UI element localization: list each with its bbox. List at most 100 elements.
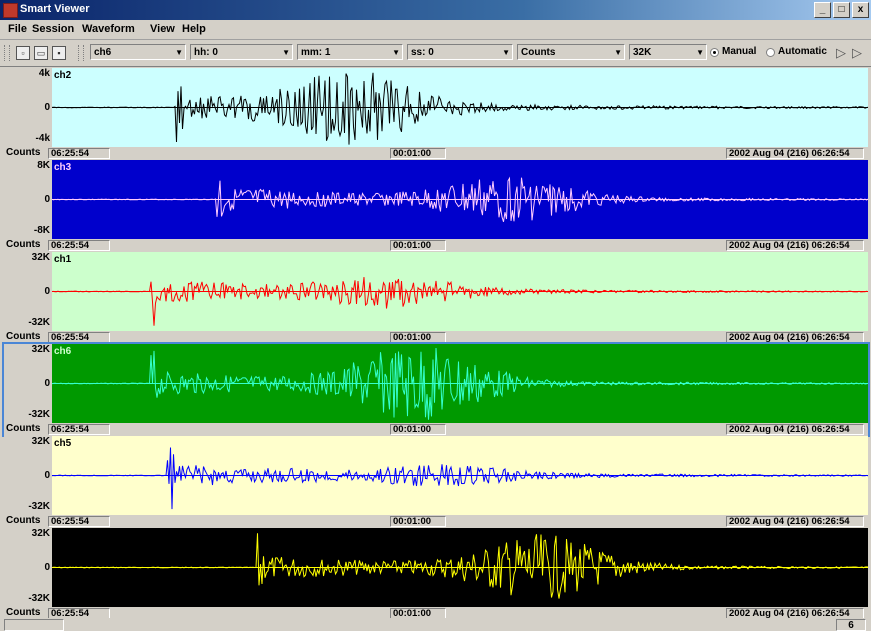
waveform-plot[interactable]: ch3 bbox=[52, 160, 868, 239]
y-zero-label: 0 bbox=[44, 286, 50, 297]
close-button[interactable]: x bbox=[852, 2, 869, 18]
waveform-plot[interactable]: ch5 bbox=[52, 436, 868, 515]
y-max-label: 4k bbox=[38, 68, 50, 79]
y-min-label: -4k bbox=[35, 133, 50, 144]
end-time: 2002 Aug 04 (216) 06:26:54 bbox=[726, 240, 864, 251]
y-min-label: -32K bbox=[28, 501, 50, 512]
waveform-panel[interactable]: 32K 0 -32K Counts 06:25:54 00:01:00 2002 Aug 0… bbox=[4, 528, 868, 620]
minimize-button[interactable]: _ bbox=[814, 2, 831, 18]
waveform-svg bbox=[52, 72, 868, 145]
waveform-trace bbox=[52, 533, 868, 599]
end-time: 2002 Aug 04 (216) 06:26:54 bbox=[726, 332, 864, 343]
start-time: 06:25:54 bbox=[48, 516, 110, 527]
ss-select[interactable]: ss: 0 ▼ bbox=[407, 44, 513, 60]
manual-radio[interactable] bbox=[710, 48, 719, 57]
units-label: Counts bbox=[6, 423, 41, 434]
toolbar-grip[interactable] bbox=[78, 45, 84, 61]
waveform-panel[interactable]: 8K 0 -8K ch3 Counts 06:25:54 00:01:00 2002 Aug … bbox=[4, 160, 868, 252]
scale-select[interactable]: 32K ▼ bbox=[629, 44, 707, 60]
forward-icon[interactable]: ▷ bbox=[852, 45, 862, 60]
channel-select-value: ch6 bbox=[94, 47, 112, 58]
start-time: 06:25:54 bbox=[48, 240, 110, 251]
chevron-down-icon: ▼ bbox=[175, 48, 183, 57]
time-footer: Counts 06:25:54 00:01:00 2002 Aug 04 (216) … bbox=[4, 331, 868, 344]
chevron-down-icon: ▼ bbox=[614, 48, 622, 57]
status-field bbox=[4, 619, 64, 631]
waveform-trace bbox=[52, 347, 868, 420]
chevron-down-icon: ▼ bbox=[282, 48, 290, 57]
toolbar-grip[interactable] bbox=[4, 45, 10, 61]
y-zero-label: 0 bbox=[44, 378, 50, 389]
units-label: Counts bbox=[6, 239, 41, 250]
automatic-label: Automatic bbox=[778, 46, 827, 57]
waveform-panel[interactable]: 32K 0 -32K ch5 Counts 06:25:54 00:01:00 2002 Au… bbox=[4, 436, 868, 528]
waveform-plot[interactable] bbox=[52, 528, 868, 607]
waveform-plot[interactable]: ch2 bbox=[52, 68, 868, 147]
waveform-plot[interactable]: ch6 bbox=[52, 344, 868, 423]
chevron-down-icon: ▼ bbox=[502, 48, 510, 57]
export-icon[interactable]: ▷ bbox=[836, 45, 846, 60]
scale-select-value: 32K bbox=[633, 47, 652, 58]
window-duration: 00:01:00 bbox=[390, 240, 446, 251]
mm-select[interactable]: mm: 1 ▼ bbox=[297, 44, 403, 60]
time-footer: Counts 06:25:54 00:01:00 2002 Aug 04 (216) … bbox=[4, 515, 868, 528]
waveform-trace bbox=[52, 176, 868, 222]
window-title: Smart Viewer bbox=[20, 3, 90, 15]
y-max-label: 32K bbox=[31, 436, 50, 447]
new-document-icon[interactable]: ▫ bbox=[16, 46, 30, 60]
waveform-svg bbox=[52, 533, 868, 599]
channel-label: ch5 bbox=[54, 438, 72, 449]
maximize-button[interactable]: □ bbox=[833, 2, 850, 18]
units-label: Counts bbox=[6, 331, 41, 342]
end-time: 2002 Aug 04 (216) 06:26:54 bbox=[726, 148, 864, 159]
y-axis: 8K 0 -8K bbox=[4, 160, 52, 239]
channel-select[interactable]: ch6 ▼ bbox=[90, 44, 186, 60]
y-axis: 32K 0 -32K bbox=[4, 528, 52, 607]
end-time: 2002 Aug 04 (216) 06:26:54 bbox=[726, 516, 864, 527]
window-duration: 00:01:00 bbox=[390, 332, 446, 343]
y-axis: 32K 0 -32K bbox=[4, 344, 52, 423]
app-icon bbox=[3, 3, 18, 18]
start-time: 06:25:54 bbox=[48, 148, 110, 159]
channel-label: ch3 bbox=[54, 162, 72, 173]
window-duration: 00:01:00 bbox=[390, 424, 446, 435]
time-footer: Counts 06:25:54 00:01:00 2002 Aug 04 (216) … bbox=[4, 239, 868, 252]
y-max-label: 32K bbox=[31, 528, 50, 539]
units-select-value: Counts bbox=[521, 47, 556, 58]
menu-help[interactable]: Help bbox=[182, 23, 206, 35]
menu-session[interactable]: Session bbox=[32, 23, 75, 35]
units-select[interactable]: Counts ▼ bbox=[517, 44, 625, 60]
chevron-down-icon: ▼ bbox=[392, 48, 400, 57]
waveform-panel[interactable]: 4k 0 -4k ch2 Counts 06:25:54 00:01:00 2002 Aug … bbox=[4, 68, 868, 160]
channel-label: ch1 bbox=[54, 254, 72, 265]
menu-file[interactable]: File bbox=[8, 23, 27, 35]
hh-select[interactable]: hh: 0 ▼ bbox=[190, 44, 293, 60]
waveform-trace bbox=[52, 72, 868, 145]
y-min-label: -32K bbox=[28, 593, 50, 604]
waveform-svg bbox=[52, 176, 868, 222]
channel-label: ch6 bbox=[54, 346, 72, 357]
y-max-label: 8K bbox=[37, 160, 50, 171]
waveform-panel[interactable]: 32K 0 -32K ch6 Counts 06:25:54 00:01:00 2002 Au… bbox=[2, 342, 870, 437]
manual-label: Manual bbox=[722, 46, 757, 57]
y-axis: 32K 0 -32K bbox=[4, 436, 52, 515]
menu-view[interactable]: View bbox=[150, 23, 175, 35]
y-zero-label: 0 bbox=[44, 102, 50, 113]
waveform-plot[interactable]: ch1 bbox=[52, 252, 868, 331]
end-time: 2002 Aug 04 (216) 06:26:54 bbox=[726, 424, 864, 435]
waveform-trace bbox=[52, 447, 868, 510]
units-label: Counts bbox=[6, 147, 41, 158]
save-disk-icon[interactable]: ▪ bbox=[52, 46, 66, 60]
window-duration: 00:01:00 bbox=[390, 148, 446, 159]
y-max-label: 32K bbox=[31, 252, 50, 263]
waveform-svg bbox=[52, 447, 868, 510]
open-folder-icon[interactable]: ▭ bbox=[34, 46, 48, 60]
chevron-down-icon: ▼ bbox=[696, 48, 704, 57]
ss-select-value: ss: 0 bbox=[411, 47, 434, 58]
y-max-label: 32K bbox=[31, 344, 50, 355]
menu-waveform[interactable]: Waveform bbox=[82, 23, 135, 35]
automatic-radio[interactable] bbox=[766, 48, 775, 57]
units-label: Counts bbox=[6, 515, 41, 526]
window-duration: 00:01:00 bbox=[390, 516, 446, 527]
waveform-panel[interactable]: 32K 0 -32K ch1 Counts 06:25:54 00:01:00 2002 Au… bbox=[4, 252, 868, 344]
